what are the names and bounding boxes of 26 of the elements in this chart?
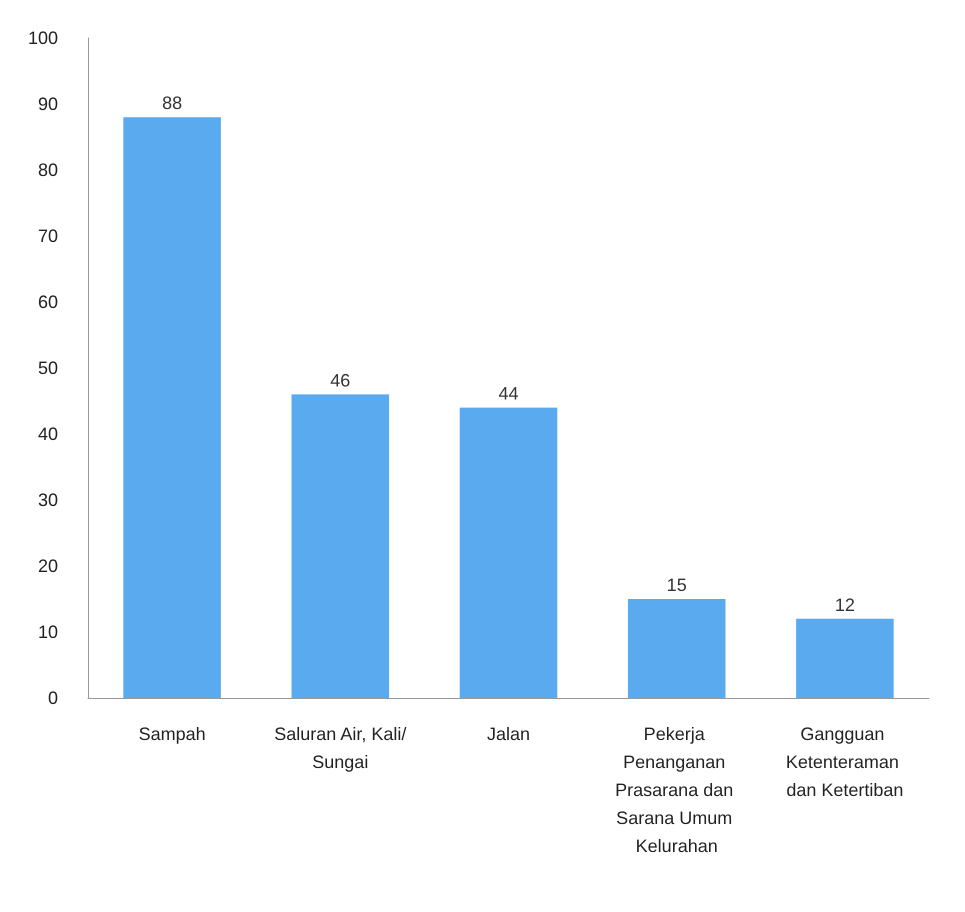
x-tick-label: Pekerja Penanganan Prasarana dan Sarana Umum Kelurahan <box>615 724 738 856</box>
x-tick-label: Saluran Air, Kali/Sungai <box>274 724 406 772</box>
x-tick-label: Gangguan Ketenteraman dan Ketertiban <box>786 724 904 800</box>
data-label: 44 <box>498 384 519 404</box>
data-label: 15 <box>666 575 687 595</box>
y-tick-label: 70 <box>38 226 58 246</box>
data-label: 46 <box>330 370 350 390</box>
y-tick-label: 40 <box>38 424 58 444</box>
y-tick-label: 20 <box>38 556 58 576</box>
y-tick-label: 80 <box>38 160 58 180</box>
y-tick-label: 0 <box>48 688 58 708</box>
y-tick-label: 100 <box>28 28 58 48</box>
bar <box>796 618 894 698</box>
bar <box>628 599 726 698</box>
y-tick-label: 10 <box>38 622 58 642</box>
y-tick-label: 50 <box>38 358 58 378</box>
x-tick-label: Sampah <box>138 724 206 744</box>
y-tick-label: 60 <box>38 292 58 312</box>
y-tick-label: 90 <box>38 94 58 114</box>
data-label: 12 <box>834 594 855 615</box>
y-tick-label: 30 <box>38 490 58 510</box>
x-tick-label: Jalan <box>486 724 530 744</box>
data-label: 88 <box>162 93 182 114</box>
bar <box>460 408 558 698</box>
bar <box>292 394 390 698</box>
bar <box>123 117 221 698</box>
